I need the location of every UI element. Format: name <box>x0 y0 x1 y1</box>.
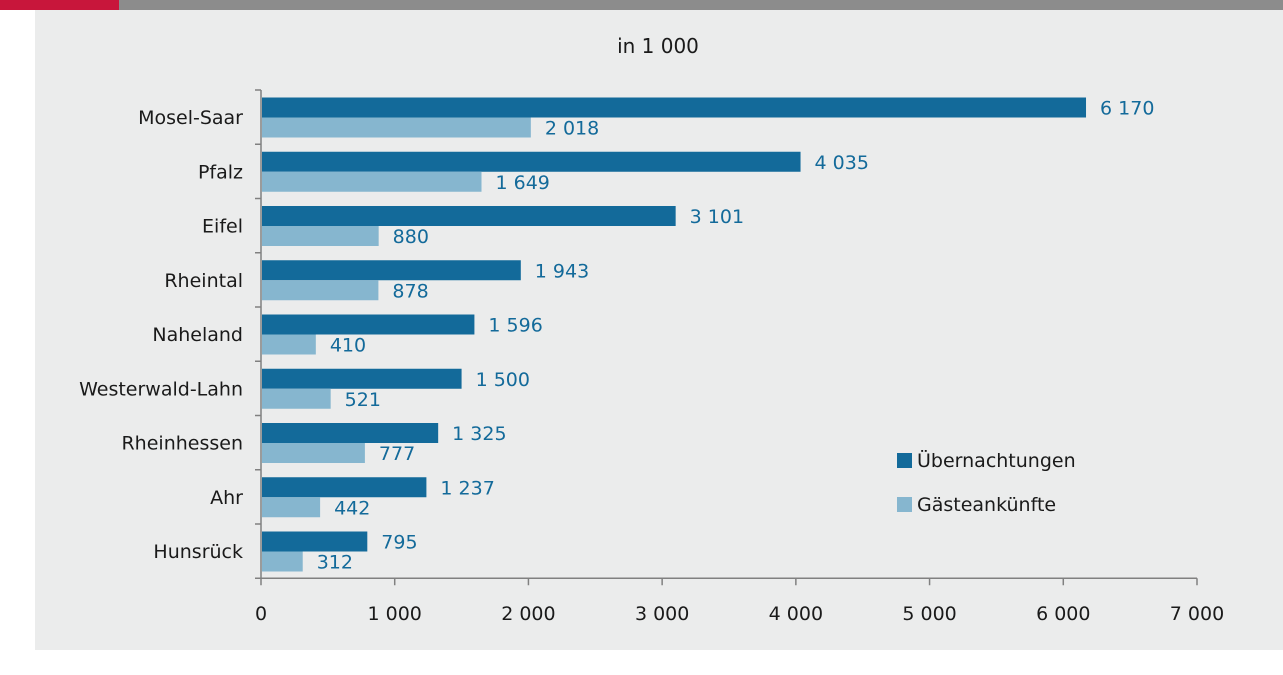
category-label: Ahr <box>210 487 243 509</box>
category-label: Pfalz <box>198 161 243 183</box>
value-label: 521 <box>345 389 381 411</box>
value-label: 878 <box>392 280 428 302</box>
value-label: 1 596 <box>488 315 542 337</box>
bar-uebernachtungen <box>262 531 368 552</box>
value-label: 1 325 <box>452 423 506 445</box>
bar-uebernachtungen <box>262 151 801 172</box>
value-label: 1 943 <box>535 260 589 282</box>
value-label: 442 <box>334 497 370 519</box>
value-label: 880 <box>393 226 429 248</box>
legend-label: Übernachtungen <box>917 449 1076 472</box>
value-label: 795 <box>381 532 417 554</box>
category-label: Mosel-Saar <box>138 107 243 129</box>
x-tick-label: 1 000 <box>368 603 422 625</box>
category-label: Rheinhessen <box>121 433 243 455</box>
top-bar <box>0 0 1283 10</box>
bar-gaesteankuenfte <box>262 171 482 192</box>
bar-gaesteankuenfte <box>262 280 379 301</box>
x-tick-label: 3 000 <box>635 603 689 625</box>
value-label: 1 649 <box>495 172 549 194</box>
bar-uebernachtungen <box>262 314 475 335</box>
x-tick-label: 4 000 <box>769 603 823 625</box>
x-tick-label: 6 000 <box>1036 603 1090 625</box>
value-label: 312 <box>317 552 353 574</box>
legend-swatch <box>897 453 912 468</box>
bar-uebernachtungen <box>262 368 462 389</box>
top-bar-accent <box>0 0 119 10</box>
value-labels: 6 170 4 035 3 101 1 943 1 596 1 500 1 325 1 237… <box>317 98 1155 574</box>
legend: Übernachtungen Gästeankünfte <box>897 449 1076 516</box>
value-label: 777 <box>379 443 415 465</box>
bar-uebernachtungen <box>262 423 439 443</box>
category-label: Rheintal <box>164 270 243 292</box>
value-label: 1 500 <box>476 369 530 391</box>
bar-gaesteankuenfte <box>262 443 365 463</box>
x-tick-label: 5 000 <box>902 603 956 625</box>
x-tick-label: 2 000 <box>501 603 555 625</box>
bar-uebernachtungen <box>262 477 427 498</box>
bars <box>262 97 1087 572</box>
bar-gaesteankuenfte <box>262 388 331 409</box>
bar-gaesteankuenfte <box>262 334 316 355</box>
category-label: Naheland <box>152 324 243 346</box>
category-axis: Mosel-Saar Pfalz Eifel Rheintal Naheland West… <box>79 89 262 579</box>
value-label: 2 018 <box>545 118 599 140</box>
value-label: 6 170 <box>1100 98 1154 120</box>
bar-uebernachtungen <box>262 97 1087 118</box>
legend-label: Gästeankünfte <box>917 494 1056 516</box>
bar-gaesteankuenfte <box>262 497 321 518</box>
category-label: Westerwald-Lahn <box>79 378 243 400</box>
bar-uebernachtungen <box>262 260 521 281</box>
value-label: 410 <box>330 335 366 357</box>
category-label: Hunsrück <box>153 541 243 563</box>
bar-gaesteankuenfte <box>262 551 303 572</box>
bar-gaesteankuenfte <box>262 226 379 246</box>
value-label: 3 101 <box>690 206 744 228</box>
x-tick-label: 0 <box>255 603 267 625</box>
value-label: 4 035 <box>815 152 869 174</box>
x-axis: 0 1 000 2 000 3 000 4 000 5 000 6 000 7 000 <box>255 577 1224 625</box>
x-tick-label: 7 000 <box>1170 603 1224 625</box>
bar-uebernachtungen <box>262 206 676 226</box>
legend-swatch <box>897 497 912 512</box>
value-label: 1 237 <box>440 477 494 499</box>
category-label: Eifel <box>202 216 243 238</box>
chart-subtitle: in 1 000 <box>617 34 699 58</box>
bar-gaesteankuenfte <box>262 117 531 138</box>
